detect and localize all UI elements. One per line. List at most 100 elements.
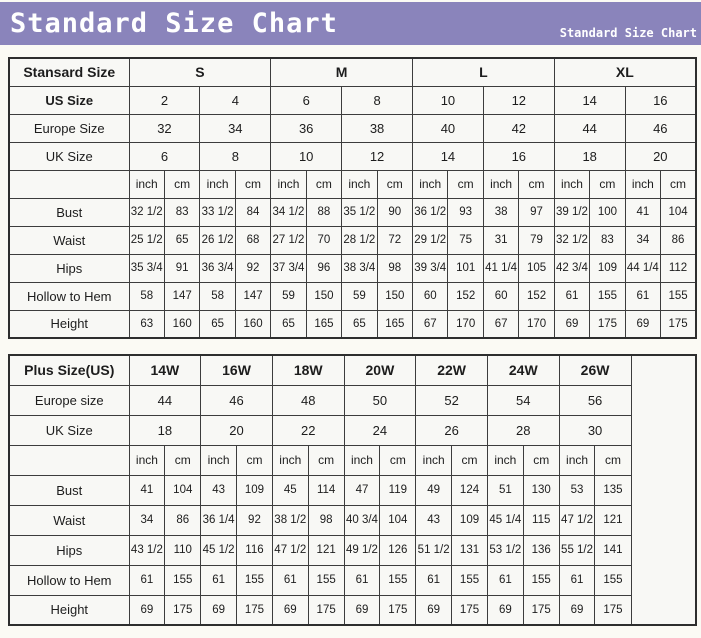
size-value: 20 xyxy=(624,141,697,171)
measure-row: Waist 34 86 36 1/4 92 38 1/2 98 40 3/4 104 43 109 4… xyxy=(8,504,696,536)
measure-value: 88 xyxy=(305,197,343,227)
measure-value: 69 xyxy=(553,309,591,339)
unit-label: cm xyxy=(236,444,273,476)
row-label: Hips xyxy=(8,534,130,566)
measure-value: 98 xyxy=(307,504,345,536)
unit-label: inch xyxy=(624,169,662,199)
size-value: 30 xyxy=(558,414,632,446)
page-subtitle: Standard Size Chart xyxy=(559,26,697,40)
page-title: Standard Size Chart xyxy=(10,8,338,39)
measure-value: 147 xyxy=(234,281,272,311)
empty-cell xyxy=(630,354,697,626)
plus-size-table: Plus Size(US) 14W 16W 18W 20W 22W 24W 26W Europe… xyxy=(8,354,697,626)
unit-label: cm xyxy=(522,444,560,476)
size-value: 20 xyxy=(200,414,273,446)
measure-value: 37 3/4 xyxy=(270,253,307,283)
size-value: 40 xyxy=(412,113,484,143)
size-value: 2 xyxy=(128,85,201,115)
measure-value: 25 1/2 xyxy=(128,225,165,255)
measure-value: 175 xyxy=(594,594,632,626)
unit-label: cm xyxy=(447,169,484,199)
measure-value: 61 xyxy=(415,564,453,596)
measure-value: 61 xyxy=(271,564,309,596)
measure-value: 43 xyxy=(415,504,453,536)
measure-value: 100 xyxy=(589,197,626,227)
size-value: 16 xyxy=(482,141,555,171)
measure-value: 98 xyxy=(376,253,414,283)
size-value: 34 xyxy=(199,113,272,143)
corner-label: Plus Size(US) xyxy=(8,354,130,386)
measure-value: 130 xyxy=(522,474,560,506)
measure-value: 160 xyxy=(234,309,272,339)
size-row: UK Size 18 20 22 24 26 28 30 xyxy=(8,414,696,446)
measure-value: 84 xyxy=(234,197,272,227)
measure-row: Hips 43 1/2 110 45 1/2 116 47 1/2 121 49 1/2 126… xyxy=(8,534,696,566)
size-value: 24 xyxy=(343,414,417,446)
measure-value: 175 xyxy=(660,309,697,339)
row-label: Waist xyxy=(8,225,130,255)
header-bar: Standard Size Chart Standard Size Chart xyxy=(0,2,701,45)
unit-label: inch xyxy=(200,444,238,476)
measure-value: 61 xyxy=(558,564,596,596)
measure-value: 121 xyxy=(307,534,345,566)
measure-value: 36 1/4 xyxy=(200,504,238,536)
measure-value: 119 xyxy=(379,474,417,506)
measure-value: 32 1/2 xyxy=(128,197,165,227)
measure-value: 97 xyxy=(518,197,555,227)
size-row: Europe Size 32 34 36 38 40 42 44 46 xyxy=(8,113,697,143)
unit-label: inch xyxy=(343,444,381,476)
measure-value: 96 xyxy=(305,253,343,283)
measure-value: 155 xyxy=(164,564,202,596)
size-row: Europe size 44 46 48 50 52 54 56 xyxy=(8,384,696,416)
size-value: 50 xyxy=(343,384,417,416)
measure-value: 152 xyxy=(518,281,555,311)
measure-value: 86 xyxy=(660,225,697,255)
measure-value: 61 xyxy=(128,564,166,596)
measure-value: 47 xyxy=(343,474,381,506)
measure-value: 104 xyxy=(660,197,697,227)
size-group: 20W xyxy=(343,354,417,386)
measure-value: 41 xyxy=(624,197,662,227)
measure-value: 126 xyxy=(379,534,417,566)
unit-label: inch xyxy=(482,169,520,199)
measure-value: 61 xyxy=(624,281,662,311)
measure-value: 69 xyxy=(271,594,309,626)
measure-value: 69 xyxy=(624,309,662,339)
measure-value: 72 xyxy=(376,225,414,255)
measure-value: 69 xyxy=(200,594,238,626)
measure-value: 155 xyxy=(660,281,697,311)
row-label: Hollow to Hem xyxy=(8,564,130,596)
measure-value: 69 xyxy=(415,594,453,626)
measure-value: 33 1/2 xyxy=(199,197,236,227)
measure-value: 35 1/2 xyxy=(341,197,378,227)
measure-value: 47 1/2 xyxy=(558,504,596,536)
unit-label: inch xyxy=(486,444,524,476)
size-value: 38 xyxy=(341,113,413,143)
measure-value: 155 xyxy=(451,564,488,596)
size-value: 12 xyxy=(482,85,555,115)
size-group: XL xyxy=(553,57,697,87)
size-value: 10 xyxy=(270,141,343,171)
unit-label: inch xyxy=(558,444,596,476)
corner-label: Stansard Size xyxy=(8,57,130,87)
measure-value: 175 xyxy=(307,594,345,626)
measure-value: 175 xyxy=(379,594,417,626)
measure-value: 86 xyxy=(164,504,202,536)
measure-value: 101 xyxy=(447,253,484,283)
measure-value: 175 xyxy=(451,594,488,626)
unit-label: inch xyxy=(271,444,309,476)
measure-value: 60 xyxy=(482,281,520,311)
row-label: Waist xyxy=(8,504,130,536)
measure-value: 29 1/2 xyxy=(411,225,449,255)
measure-value: 175 xyxy=(164,594,202,626)
measure-value: 39 1/2 xyxy=(553,197,591,227)
size-value: 36 xyxy=(270,113,343,143)
measure-value: 155 xyxy=(522,564,560,596)
size-value: 46 xyxy=(624,113,697,143)
size-value: 12 xyxy=(341,141,413,171)
measure-value: 70 xyxy=(305,225,343,255)
measure-value: 41 1/4 xyxy=(482,253,520,283)
measure-value: 175 xyxy=(236,594,273,626)
row-label: Europe Size xyxy=(8,113,130,143)
size-value: 56 xyxy=(558,384,632,416)
